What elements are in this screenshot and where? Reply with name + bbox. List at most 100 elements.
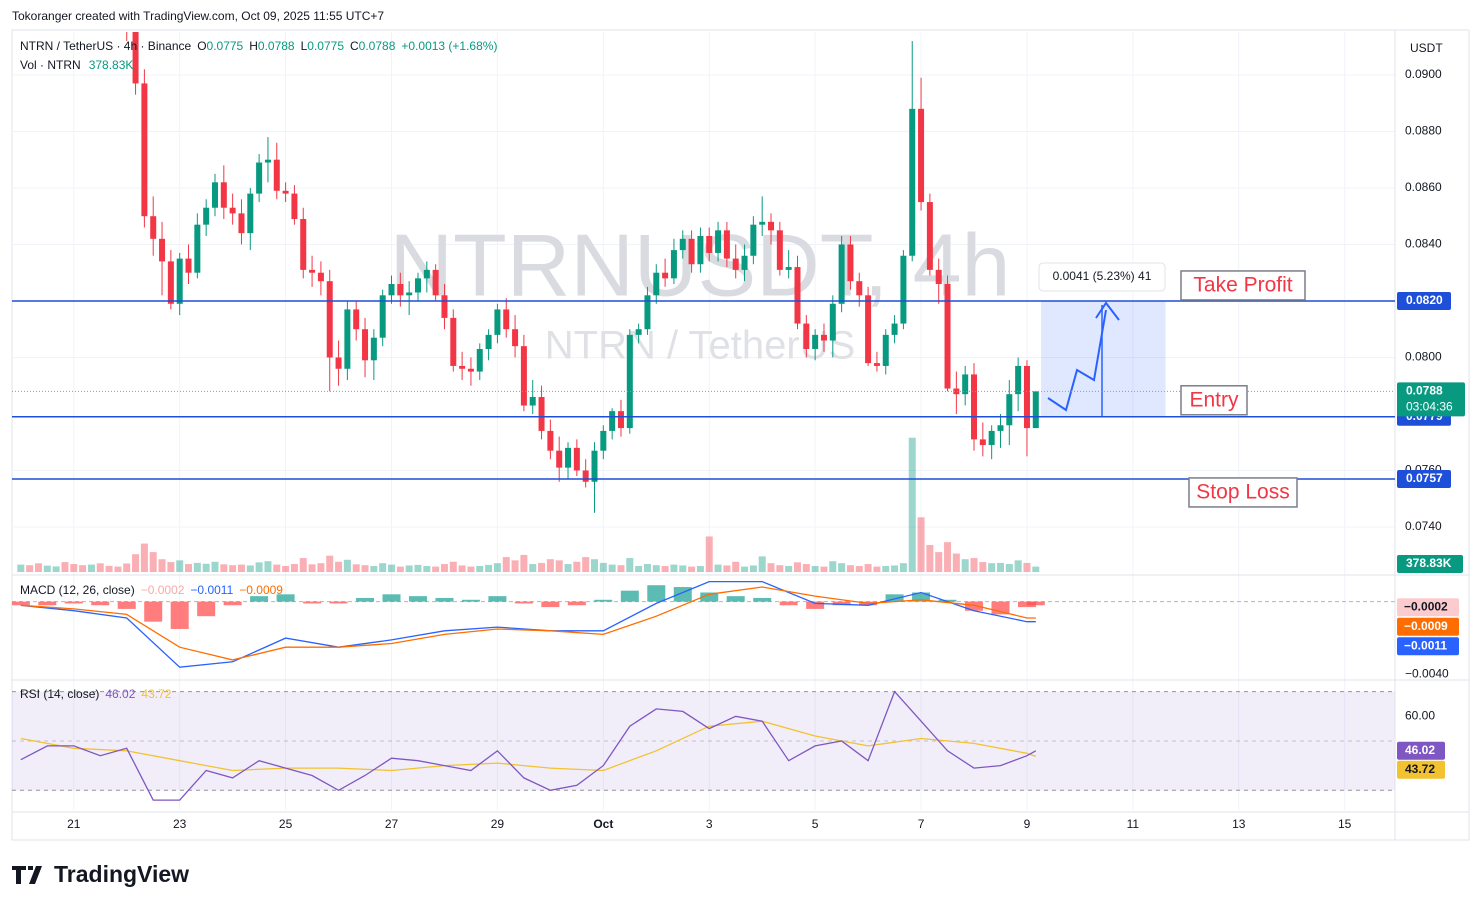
volume-bar [829,561,837,572]
candle-body [909,108,916,256]
candle-body [132,32,139,84]
volume-bar [149,552,157,572]
projection-arrow [1047,309,1107,412]
macd-hist-value: −0.0002 [141,583,185,597]
macd-name: MACD (12, 26, close) [20,583,135,597]
candle-body [900,255,907,324]
volume-bar [758,556,766,572]
candle-body [953,388,960,395]
volume-bar [891,565,899,572]
volume-bar [591,559,599,572]
candle-body [494,309,501,335]
volume-bar [502,557,510,572]
volume-bar [185,564,193,572]
macd-hist [170,601,189,629]
macd-hist [329,601,348,604]
volume-bar [608,564,616,572]
candle-body [167,261,174,304]
candle-body [565,447,572,468]
macd-hist [567,601,586,606]
macd-value: −0.0011 [190,583,233,597]
arrow-head [1095,301,1120,321]
candle-body [635,329,642,335]
candle-body [626,334,633,429]
x-tick-label: 3 [706,817,713,831]
candle-body [220,182,227,208]
volume-bar [908,437,916,572]
volume-bar [237,564,245,572]
volume-bar [855,566,863,572]
macd-hist [461,599,480,602]
volume-bar [17,564,25,572]
candle-body [211,182,218,208]
volume-bar [599,562,607,572]
volume-bar [555,560,563,572]
candle-body [918,108,925,203]
volume-bar [749,565,757,572]
macd-pane [12,580,1395,668]
volume-bar [132,554,140,572]
y-tick-label: 0.0860 [1405,180,1442,194]
volume-bar [290,564,298,572]
level-label-box [1180,385,1248,416]
candle-body [997,425,1004,431]
candle-body [706,235,713,253]
candle-body [617,411,624,429]
macd-hist [250,596,269,602]
candle-body [432,269,439,296]
volume-bar [988,563,996,572]
candle-body [979,439,986,446]
volume-bar [388,564,396,572]
volume-bar [414,564,422,572]
candle-body [653,272,660,296]
rsi-legend: RSI (14, close) 46.02 43.72 [20,687,172,701]
volume-bar [202,563,210,572]
ohlc-value: 0.0788 [258,39,295,53]
macd-hist [64,601,83,604]
macd-hist [912,592,931,602]
macd-hist [647,585,666,602]
x-tick-label: 9 [1024,817,1031,831]
change: +0.0013 (+1.68%) [401,39,497,53]
volume-bar [114,566,122,572]
volume-bar [511,560,519,572]
volume-bar [34,563,42,572]
rsi-ma-line [20,720,1037,772]
candle-body [679,238,686,251]
candle-body [776,230,783,270]
volume-bar [944,542,952,572]
volume-bar [140,543,148,572]
candle-body [379,295,386,338]
macd-hist [753,597,772,602]
volume-bar [467,566,475,572]
volume-bar [193,562,201,572]
volume-bar [996,562,1004,572]
macd-hist [1026,601,1045,606]
volume-bar [476,566,484,572]
candle-body [759,221,766,225]
macd-hist [382,594,401,602]
volume-bar [696,566,704,572]
volume-bar [282,566,290,572]
volume-bar [652,565,660,572]
macd-hist [541,601,560,608]
x-tick-label: 5 [812,817,819,831]
volume-bar [255,562,263,572]
volume-bar [935,552,943,572]
rsi-tick-label: 60.00 [1405,708,1435,722]
x-tick-label: 7 [918,817,925,831]
y-tick-label: 0.0740 [1405,519,1442,533]
volume-bar [661,566,669,572]
legend: NTRN / TetherUS · 4h · Binance O0.0775 H0.… [20,39,497,53]
candle-body [820,334,827,341]
candle-body [512,329,519,347]
volume-bar [1023,562,1031,572]
level-name: Entry [1189,388,1239,411]
candle-body [467,368,474,372]
signal-line [20,586,1036,661]
macd-hist [991,601,1010,615]
candle-body [370,337,377,361]
candle-body [600,430,607,451]
volume-bar [979,562,987,572]
